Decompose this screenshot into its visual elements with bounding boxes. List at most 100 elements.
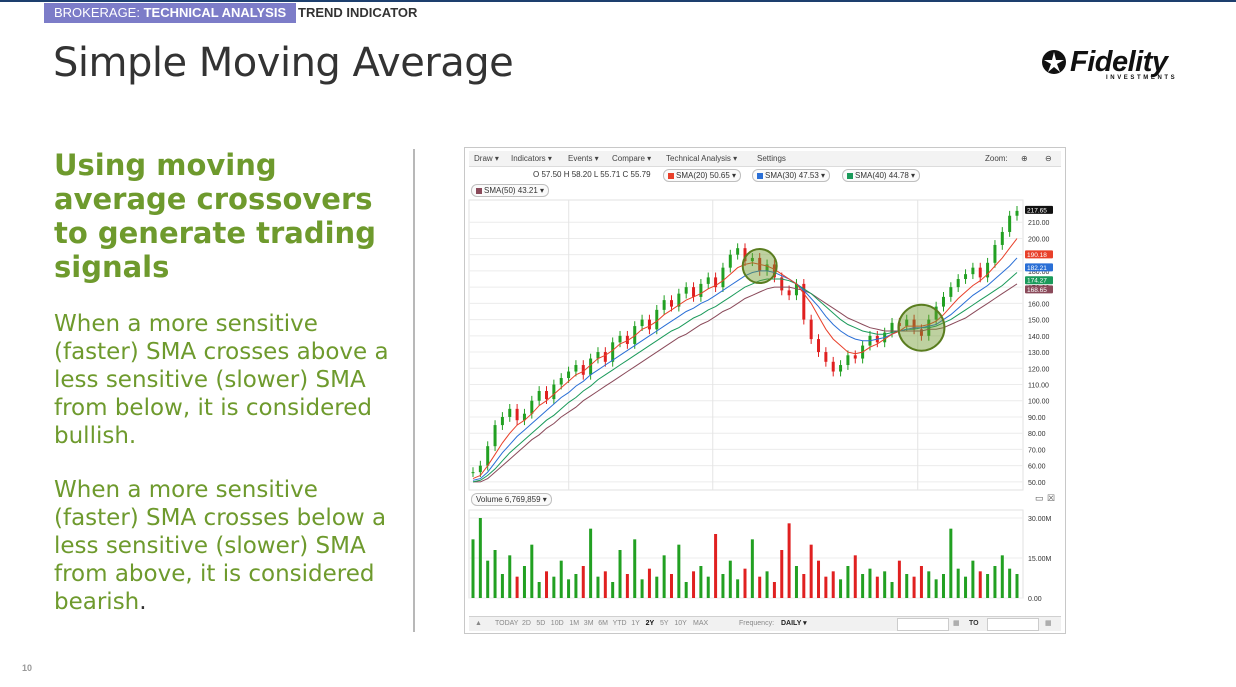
volume-bar	[522, 566, 526, 598]
volume-bar	[802, 574, 806, 598]
plot-area	[468, 199, 1024, 491]
price-candle	[559, 378, 563, 385]
compare-menu[interactable]: Compare ▾	[612, 154, 652, 163]
price-candle	[596, 352, 600, 359]
volume-bar	[750, 539, 754, 598]
price-candle	[794, 283, 798, 296]
settings-menu[interactable]: Settings	[757, 154, 786, 163]
price-candle	[787, 290, 791, 296]
volume-bar	[669, 574, 673, 598]
volume-bar	[846, 566, 850, 598]
price-candle	[809, 319, 813, 340]
price-candle	[912, 319, 916, 330]
price-candle	[589, 358, 593, 375]
price-chart: 210.00200.00190.00180.00170.00160.00150.…	[468, 199, 1053, 491]
volume-bar	[839, 579, 843, 598]
zoom-out-icon[interactable]: ⊖	[1045, 154, 1052, 163]
from-date-input[interactable]	[897, 618, 949, 631]
price-tick-label: 70.00	[1028, 447, 1046, 454]
range-button-5d[interactable]: 5D	[536, 620, 546, 627]
volume-bar	[736, 579, 740, 598]
from-calendar-icon[interactable]: ▦	[953, 620, 960, 627]
range-button-2y[interactable]: 2Y	[645, 620, 655, 627]
price-tick-label: 160.00	[1028, 301, 1050, 308]
sma20-pill[interactable]: SMA(20) 50.65 ▾	[663, 169, 742, 182]
sma40-swatch	[847, 172, 853, 179]
price-candle	[905, 319, 909, 327]
sma50-label: SMA(50)	[484, 186, 516, 195]
price-candle	[515, 408, 519, 421]
price-tick-label: 60.00	[1028, 464, 1046, 471]
last-value-label: 168.65	[1027, 287, 1047, 294]
panel-close-icon[interactable]: ☒	[1047, 493, 1056, 503]
to-date-input[interactable]	[987, 618, 1039, 631]
panel-minimize-icon[interactable]: ▭	[1035, 493, 1044, 503]
range-button-1m[interactable]: 1M	[569, 620, 580, 627]
price-tick-label: 210.00	[1028, 220, 1050, 227]
range-button-ytd[interactable]: YTD	[612, 620, 627, 627]
breadcrumb: BROKERAGE: TECHNICAL ANALYSIS	[44, 3, 297, 23]
range-button-10y[interactable]: 10Y	[674, 620, 687, 627]
price-candle	[493, 425, 497, 447]
zoom-in-icon[interactable]: ⊕	[1021, 154, 1028, 163]
volume-bar	[743, 568, 747, 598]
to-calendar-icon[interactable]: ▦	[1045, 620, 1052, 627]
price-candle	[721, 267, 725, 288]
volume-pill[interactable]: Volume 6,769,859 ▾	[471, 493, 552, 506]
volume-bar	[728, 560, 732, 598]
price-candle	[684, 287, 688, 294]
last-value-label: 182.21	[1027, 265, 1047, 272]
range-button-5y[interactable]: 5Y	[660, 620, 669, 627]
volume-bar	[684, 582, 688, 598]
price-candle	[728, 254, 732, 268]
range-button-max[interactable]: MAX	[693, 620, 709, 627]
sma40-pill[interactable]: SMA(40) 44.78 ▾	[842, 169, 921, 182]
frequency-select[interactable]: DAILY ▾	[781, 620, 807, 627]
price-candle	[743, 248, 747, 262]
indicators-menu[interactable]: Indicators ▾	[511, 154, 552, 163]
volume-bar	[1015, 574, 1019, 598]
top-rule	[0, 0, 1236, 2]
price-candle	[802, 283, 806, 320]
price-candle	[934, 306, 938, 320]
price-candle	[772, 264, 776, 278]
sma30-pill[interactable]: SMA(30) 47.53 ▾	[752, 169, 831, 182]
price-candle	[706, 277, 710, 284]
last-value-badge	[1025, 205, 1053, 214]
volume-bar	[890, 582, 894, 598]
sma30-label: SMA(30)	[765, 171, 797, 180]
section-heading: Using moving average crossovers to gener…	[54, 148, 376, 284]
volume-bar	[758, 576, 762, 598]
volume-bar	[780, 550, 784, 598]
price-candle	[603, 352, 607, 362]
bearish-paragraph: When a more sensitive (faster) SMA cross…	[54, 476, 404, 616]
range-collapse-icon[interactable]: ▲	[475, 620, 482, 627]
range-button-3m[interactable]: 3M	[583, 620, 594, 627]
range-bar: ▲ TODAY 2D 5D 10D 1M 3M 6M YTD 1Y 2Y 5Y 10Y MAX Freq…	[469, 616, 1061, 631]
range-button-2d[interactable]: 2D	[522, 620, 531, 627]
events-menu[interactable]: Events ▾	[568, 154, 599, 163]
price-candle	[765, 264, 769, 271]
to-label: TO	[969, 620, 979, 627]
price-candle	[581, 365, 585, 375]
range-button-today[interactable]: TODAY	[495, 620, 519, 627]
price-candle	[500, 416, 504, 426]
ohlc-readout: O 57.50 H 58.20 L 55.71 C 55.79	[533, 170, 651, 179]
range-button-1y[interactable]: 1Y	[631, 620, 640, 627]
volume-bar	[787, 523, 791, 598]
range-button-6m[interactable]: 6M	[598, 620, 608, 627]
price-candle	[692, 287, 696, 297]
volume-bar	[611, 582, 615, 598]
price-tick-label: 100.00	[1028, 399, 1050, 406]
sma50-pill[interactable]: SMA(50) 43.21 ▾	[471, 184, 550, 197]
technical-analysis-menu[interactable]: Technical Analysis ▾	[666, 154, 738, 163]
volume-bar	[471, 539, 475, 598]
volume-bar	[993, 566, 997, 598]
range-button-10d[interactable]: 10D	[550, 620, 564, 627]
price-tick-label: 110.00	[1028, 383, 1049, 390]
logo-sub: INVESTMENTS	[1106, 75, 1178, 81]
draw-menu[interactable]: Draw ▾	[474, 154, 499, 163]
volume-bar	[581, 566, 585, 598]
fidelity-logo: Fidelity INVESTMENTS	[1040, 46, 1185, 82]
volume-bar	[949, 528, 953, 598]
